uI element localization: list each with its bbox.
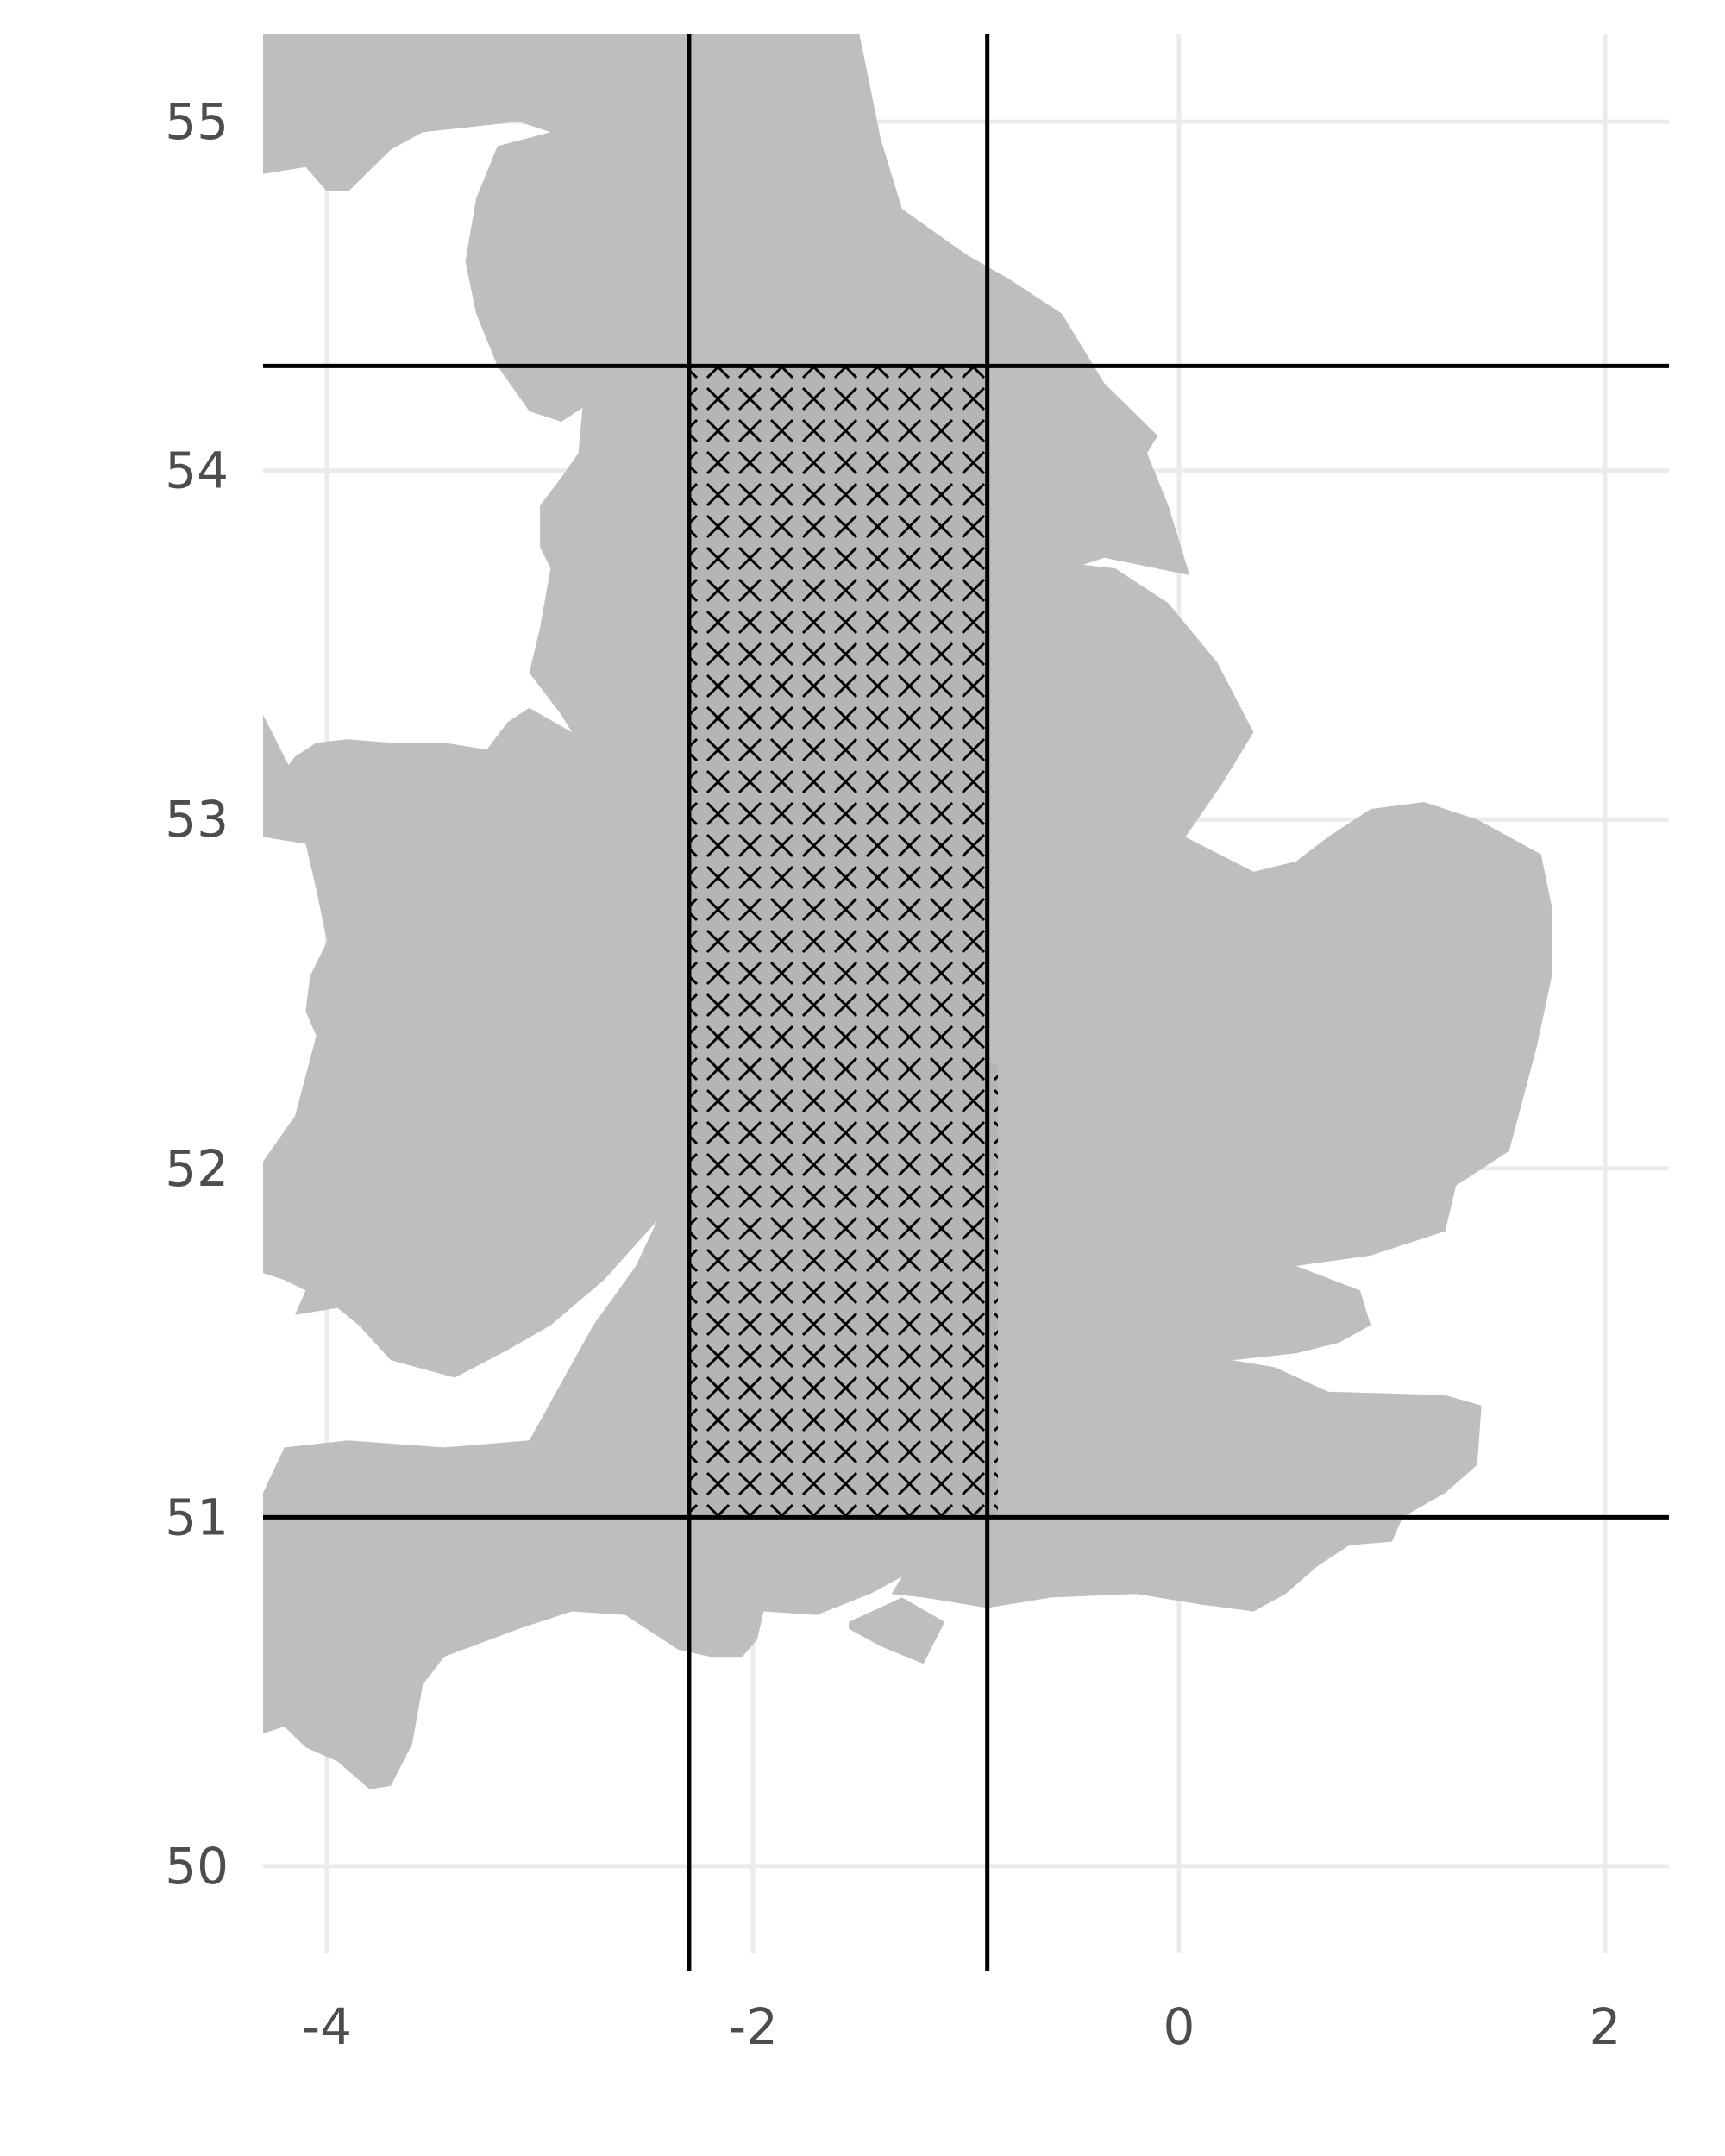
x-tick-label: 0 — [1164, 1997, 1195, 2056]
y-tick-label: 53 — [165, 790, 229, 849]
y-tick-label: 50 — [165, 1837, 229, 1896]
y-tick-label: 52 — [165, 1139, 229, 1198]
y-tick-label: 54 — [165, 442, 229, 500]
island — [849, 1597, 945, 1664]
highlight-extension — [987, 1063, 999, 1518]
x-tick-label: -2 — [728, 1997, 778, 2056]
x-tick-label: 2 — [1589, 1997, 1621, 2056]
island — [263, 714, 317, 830]
highlight-layer — [687, 364, 999, 1519]
reference-lines — [263, 34, 1669, 1971]
tick-labels: -4 -2 0 2 50 51 52 53 54 55 — [165, 92, 1621, 2056]
x-tick-label: -4 — [302, 1997, 352, 2056]
y-tick-label: 55 — [165, 92, 229, 151]
highlight-region — [687, 364, 989, 1519]
y-tick-label: 51 — [165, 1488, 229, 1546]
